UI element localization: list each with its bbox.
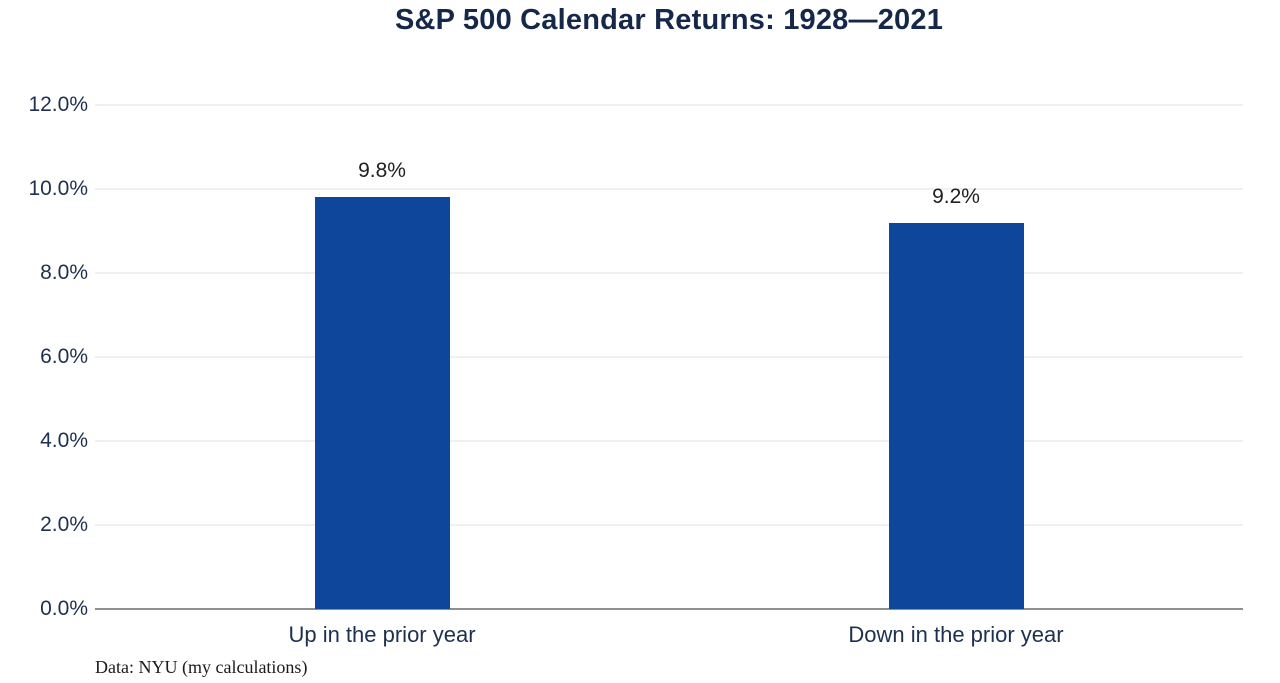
- y-tick-label: 0.0%: [40, 597, 88, 620]
- y-tick-label: 8.0%: [40, 261, 88, 284]
- gridline: [95, 272, 1243, 274]
- gridline: [95, 356, 1243, 358]
- gridline: [95, 188, 1243, 190]
- bar: [314, 197, 450, 609]
- y-axis: 0.0% 2.0% 4.0% 6.0% 8.0% 10.0% 12.0%: [8, 93, 88, 620]
- y-tick-label: 2.0%: [40, 513, 88, 536]
- y-tick-label: 10.0%: [28, 177, 88, 200]
- bar: [888, 222, 1024, 609]
- chart-title: S&P 500 Calendar Returns: 1928—2021: [394, 4, 944, 36]
- y-tick-label: 12.0%: [28, 93, 88, 116]
- bar-value-label: 9.2%: [932, 184, 980, 208]
- x-category-label: Up in the prior year: [288, 622, 476, 647]
- x-axis-line: [95, 608, 1243, 610]
- gridline: [95, 524, 1243, 526]
- gridline: [95, 104, 1243, 106]
- y-tick-label: 4.0%: [40, 429, 88, 452]
- gridline: [95, 440, 1243, 442]
- plot-area: 9.8% 9.2%: [95, 104, 1243, 610]
- bar-value-label: 9.8%: [358, 159, 406, 183]
- y-tick-label: 6.0%: [40, 345, 88, 368]
- data-source-note: Data: NYU (my calculations): [95, 657, 308, 677]
- x-category-label: Down in the prior year: [848, 622, 1064, 647]
